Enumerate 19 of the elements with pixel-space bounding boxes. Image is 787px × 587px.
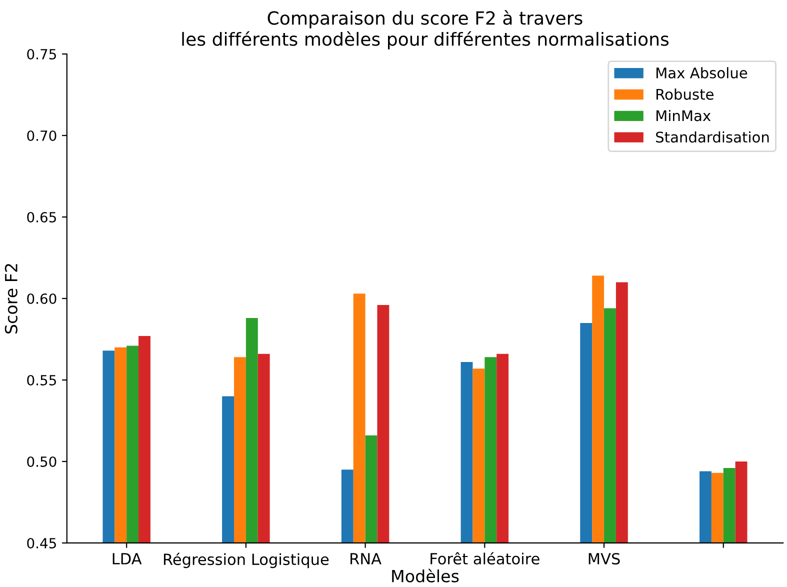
y-tick-label: 0.45 <box>27 538 56 548</box>
x-tick-label: Régression Logistique <box>164 552 329 568</box>
y-tick-label: 0.50 <box>27 456 56 467</box>
legend-label: Robuste <box>656 88 714 100</box>
y-tick-label: 0.65 <box>27 212 56 222</box>
x-tick-label: RNA <box>350 553 382 564</box>
x-tick-label: Forêt aléatoire <box>430 552 540 565</box>
y-tick-label: 0.60 <box>27 293 56 304</box>
legend-label: Standardisation <box>656 131 769 143</box>
y-tick-label: 0.70 <box>27 130 56 141</box>
x-tick-label: MVS <box>588 552 620 565</box>
y-tick-label: 0.75 <box>27 48 56 60</box>
x-axis-title: Modèles <box>392 568 459 582</box>
y-axis-title: Score F2 <box>4 264 18 334</box>
x-tick-label: LDA <box>112 553 142 564</box>
y-tick-label: 0.55 <box>27 374 56 386</box>
legend-label: MinMax <box>656 110 711 122</box>
chart-title: Comparaison du score F2 à travers les différents modèles pour différentes normalisations <box>182 10 669 50</box>
legend-label: Max Absolue <box>656 67 748 78</box>
